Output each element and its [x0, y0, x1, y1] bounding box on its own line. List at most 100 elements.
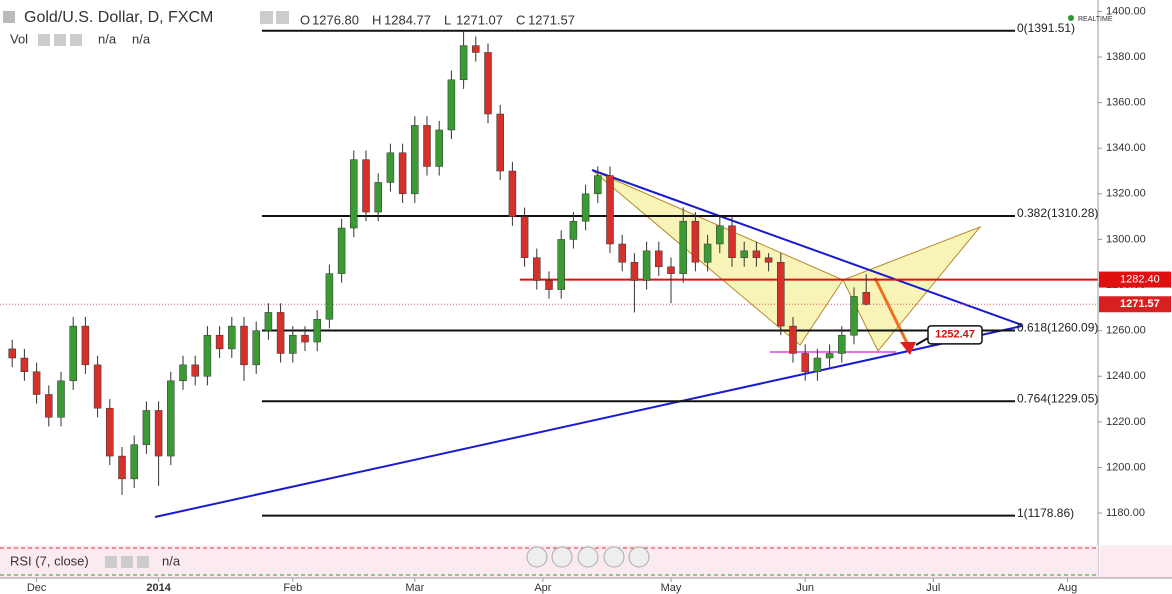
candle-body — [862, 292, 870, 305]
y-tick-label: 1380.00 — [1106, 51, 1146, 63]
candle-body — [337, 227, 346, 274]
rsi-axis — [1100, 545, 1172, 578]
icon[interactable] — [54, 34, 66, 46]
x-tick-label: Jul — [926, 582, 940, 594]
callout-label: 1252.47 — [935, 329, 975, 341]
ohlc-value: 1276.80 — [312, 12, 359, 27]
fib-label: 0.764(1229.05) — [1017, 391, 1098, 405]
y-tick-label: 1360.00 — [1106, 97, 1146, 109]
candle-body — [825, 353, 834, 359]
candle-body — [8, 348, 16, 359]
x-tick-label: Apr — [534, 582, 551, 594]
scroll-left[interactable] — [526, 546, 548, 568]
icon[interactable] — [137, 556, 149, 568]
candle-body — [398, 152, 407, 195]
price-tag-label: 1282.40 — [1120, 273, 1160, 285]
candle-body — [642, 250, 651, 281]
icon[interactable] — [260, 11, 273, 24]
candle-body — [520, 216, 529, 258]
candle-body — [203, 334, 212, 377]
icon[interactable] — [121, 556, 133, 568]
candle-body — [435, 129, 443, 167]
fib-label: 0.618(1260.09) — [1017, 321, 1098, 335]
candle-body — [350, 159, 358, 229]
zoom-in[interactable] — [603, 546, 625, 568]
candle-body — [667, 266, 675, 274]
y-tick-label: 1180.00 — [1106, 507, 1145, 519]
candle-body — [154, 410, 163, 457]
candle-body — [447, 79, 456, 131]
candle-body — [386, 152, 395, 183]
candle-body — [325, 273, 334, 320]
plot: 0(1391.51) 0.382(1310.28) 0.618(1260.09) 0.… — [0, 21, 1098, 520]
icon[interactable] — [3, 11, 15, 23]
reset[interactable] — [577, 546, 599, 568]
candle-body — [289, 334, 297, 354]
y-tick-label: 1320.00 — [1106, 188, 1146, 200]
candle-body — [789, 325, 797, 354]
candle-body — [106, 407, 114, 457]
y-tick-label: 1240.00 — [1106, 370, 1146, 382]
candle-body — [557, 239, 565, 290]
nav-buttons — [526, 546, 650, 568]
fib-label: 0.382(1310.28) — [1017, 206, 1098, 220]
x-tick-label: Jun — [796, 582, 814, 594]
candle-body — [630, 261, 639, 281]
vol-value: n/a — [132, 31, 151, 46]
icon[interactable] — [276, 11, 289, 24]
candle-body — [118, 455, 126, 480]
candle-body — [57, 380, 65, 418]
scroll-right[interactable] — [628, 546, 650, 568]
arrow-head — [900, 342, 916, 355]
rsi-pane — [0, 545, 1098, 578]
y-tick-label: 1400.00 — [1106, 5, 1146, 17]
vol-value: n/a — [98, 31, 117, 46]
candle-body — [411, 125, 419, 195]
ohlc-key: L — [444, 12, 451, 27]
candle-body — [691, 220, 700, 263]
candle-body — [252, 330, 260, 366]
y-tick-label: 1300.00 — [1106, 233, 1146, 245]
callout-box — [927, 325, 983, 345]
candle-body — [69, 325, 77, 382]
candle-body — [142, 410, 151, 445]
candle-body — [545, 280, 553, 290]
x-tick-label: 2014 — [146, 582, 171, 594]
price-tag — [1099, 296, 1171, 313]
candle-body — [45, 394, 53, 418]
candle-body — [508, 170, 517, 217]
candle-body — [679, 220, 687, 274]
candle-body — [850, 296, 858, 336]
candle-body — [838, 334, 846, 354]
candle-body — [215, 334, 224, 350]
trend-line — [154, 325, 1023, 518]
candle-body — [752, 250, 761, 258]
zoom-out[interactable] — [551, 546, 573, 568]
candle-body — [594, 175, 602, 195]
arrow — [873, 277, 910, 346]
candle-body — [228, 325, 236, 350]
icon[interactable] — [70, 34, 82, 46]
ohlc-value: 1284.77 — [384, 12, 431, 27]
rsi-value: n/a — [162, 553, 181, 568]
status-dot — [1068, 15, 1074, 21]
candle-body — [313, 318, 321, 343]
candle-body — [801, 353, 809, 372]
realtime: REALTIME — [1078, 16, 1113, 23]
y-tick-label: 1340.00 — [1106, 142, 1146, 154]
candle-body — [93, 364, 102, 409]
candle-body — [728, 225, 736, 258]
candle-body — [813, 357, 822, 372]
candle-body — [32, 371, 41, 395]
x-tick-label: Dec — [27, 582, 47, 594]
icon[interactable] — [38, 34, 50, 46]
icon[interactable] — [105, 556, 117, 568]
candle-body — [179, 364, 187, 382]
candle-body — [496, 113, 504, 172]
candle-body — [423, 125, 431, 167]
candle-body — [472, 45, 480, 53]
ohlc-key: C — [516, 12, 525, 27]
ohlc-key: H — [372, 12, 381, 27]
candle-body — [301, 334, 309, 343]
